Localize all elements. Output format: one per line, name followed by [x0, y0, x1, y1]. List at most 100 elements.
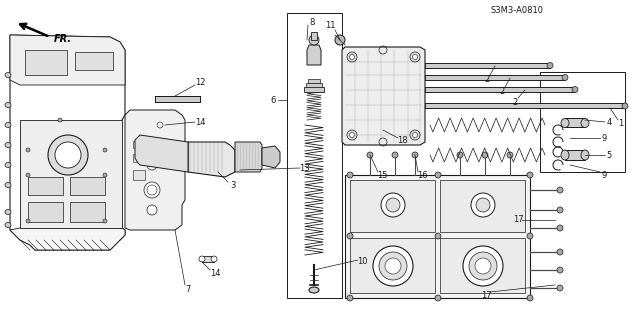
Bar: [565, 150, 585, 160]
Circle shape: [233, 153, 247, 167]
Circle shape: [103, 219, 107, 223]
Circle shape: [347, 130, 357, 140]
Ellipse shape: [5, 73, 11, 77]
Ellipse shape: [581, 118, 589, 127]
Text: S3M3-A0810: S3M3-A0810: [490, 5, 543, 14]
Circle shape: [507, 152, 513, 158]
Circle shape: [309, 35, 319, 45]
Bar: [28, 202, 63, 222]
Bar: [70, 177, 105, 195]
Text: FR.: FR.: [54, 34, 72, 44]
Polygon shape: [188, 142, 235, 177]
Circle shape: [386, 198, 400, 212]
Circle shape: [147, 205, 157, 215]
Ellipse shape: [309, 287, 319, 293]
Bar: [311, 32, 317, 40]
Bar: [425, 75, 565, 80]
Circle shape: [482, 152, 488, 158]
Text: 2: 2: [513, 98, 518, 107]
Polygon shape: [235, 142, 262, 172]
Bar: [287, 13, 342, 298]
Circle shape: [410, 130, 420, 140]
Circle shape: [413, 132, 417, 138]
Bar: [133, 141, 151, 148]
Circle shape: [622, 103, 628, 109]
Circle shape: [557, 187, 563, 193]
Ellipse shape: [5, 163, 11, 167]
Bar: [350, 238, 435, 293]
Text: 2: 2: [484, 75, 490, 84]
Polygon shape: [307, 45, 321, 65]
Bar: [425, 63, 550, 68]
Circle shape: [412, 152, 418, 158]
Circle shape: [147, 160, 157, 170]
Text: 11: 11: [324, 20, 335, 29]
Bar: [306, 83, 322, 87]
Circle shape: [347, 52, 357, 62]
Circle shape: [347, 172, 353, 178]
Bar: [75, 52, 113, 70]
Polygon shape: [10, 35, 125, 85]
Circle shape: [527, 295, 533, 301]
Circle shape: [48, 135, 88, 175]
Text: 14: 14: [210, 268, 220, 277]
Text: 17: 17: [481, 291, 492, 300]
Circle shape: [435, 233, 441, 239]
Bar: [25, 50, 67, 75]
Circle shape: [55, 142, 81, 168]
Circle shape: [475, 258, 491, 274]
Ellipse shape: [5, 102, 11, 108]
Bar: [304, 87, 324, 92]
Bar: [440, 238, 525, 293]
Circle shape: [381, 193, 405, 217]
Circle shape: [557, 249, 563, 255]
Circle shape: [463, 246, 503, 286]
Ellipse shape: [561, 150, 569, 160]
Circle shape: [413, 54, 417, 60]
Ellipse shape: [211, 256, 217, 262]
Ellipse shape: [5, 210, 11, 214]
Circle shape: [392, 152, 398, 158]
Text: 15: 15: [377, 171, 387, 180]
Circle shape: [58, 118, 62, 122]
Bar: [425, 87, 575, 92]
Text: 7: 7: [186, 285, 191, 294]
Text: 13: 13: [299, 164, 309, 172]
Circle shape: [469, 252, 497, 280]
Circle shape: [26, 219, 30, 223]
Polygon shape: [342, 47, 425, 145]
Circle shape: [103, 173, 107, 177]
Text: 9: 9: [602, 171, 607, 180]
Text: 8: 8: [309, 18, 315, 27]
Circle shape: [373, 246, 413, 286]
Text: 10: 10: [356, 258, 367, 267]
Text: 12: 12: [195, 77, 205, 86]
Circle shape: [103, 148, 107, 152]
Circle shape: [156, 141, 164, 149]
Circle shape: [476, 198, 490, 212]
Ellipse shape: [581, 150, 589, 160]
Text: 16: 16: [417, 171, 428, 180]
Bar: [133, 154, 145, 162]
Circle shape: [144, 182, 160, 198]
Bar: [133, 170, 145, 180]
Text: 17: 17: [513, 215, 524, 225]
Text: 9: 9: [602, 133, 607, 142]
Ellipse shape: [5, 123, 11, 127]
Circle shape: [435, 172, 441, 178]
Circle shape: [26, 148, 30, 152]
Bar: [308, 79, 320, 83]
Polygon shape: [345, 175, 530, 298]
Circle shape: [349, 132, 355, 138]
Circle shape: [335, 35, 345, 45]
Circle shape: [572, 86, 578, 92]
Polygon shape: [20, 120, 122, 228]
Circle shape: [347, 295, 353, 301]
Text: 4: 4: [606, 117, 612, 126]
Circle shape: [457, 152, 463, 158]
Circle shape: [379, 252, 407, 280]
Text: 5: 5: [606, 150, 612, 159]
Bar: [202, 256, 214, 262]
Polygon shape: [10, 35, 125, 250]
Ellipse shape: [5, 222, 11, 228]
